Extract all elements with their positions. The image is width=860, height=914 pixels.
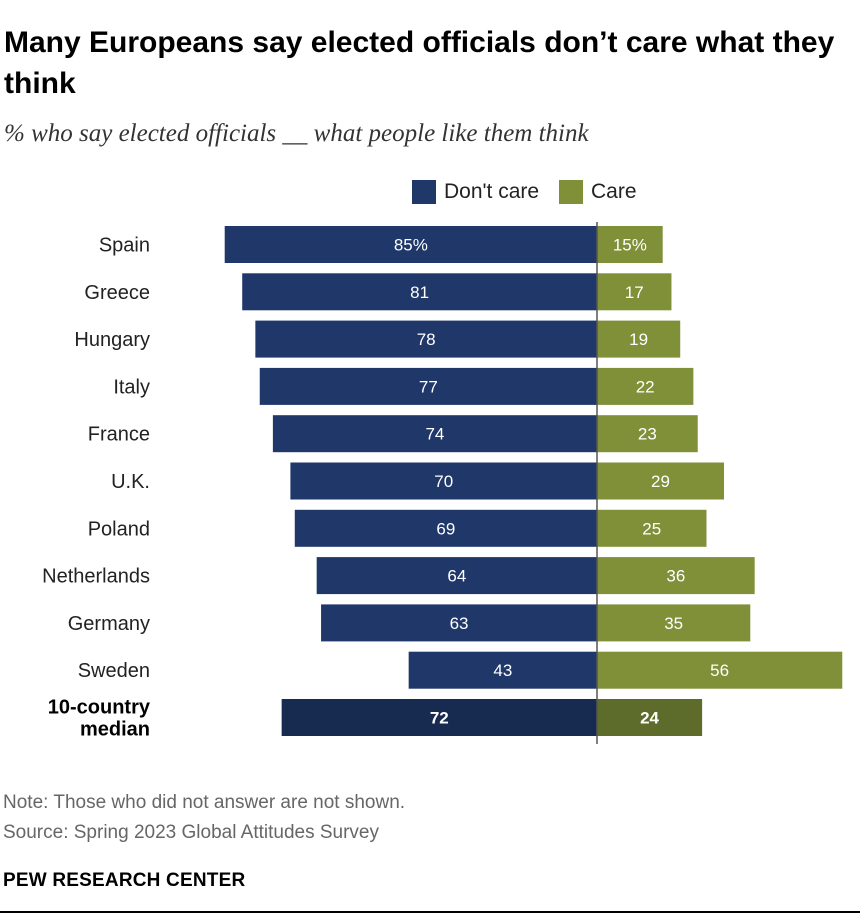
data-label-care: 24 bbox=[640, 709, 659, 728]
legend-care: Care bbox=[559, 178, 637, 206]
data-label-care: 19 bbox=[629, 330, 648, 349]
data-label-care: 23 bbox=[638, 425, 657, 444]
bar-care bbox=[597, 320, 681, 358]
category-label: Hungary bbox=[74, 329, 150, 351]
data-label-dont-care: 69 bbox=[436, 519, 455, 538]
bar-care bbox=[597, 509, 707, 547]
bar-dont-care bbox=[408, 651, 597, 689]
data-label-care: 56 bbox=[710, 661, 729, 680]
bar-care bbox=[597, 604, 751, 642]
chart-title: Many Europeans say elected officials don… bbox=[4, 26, 835, 100]
chart-subtitle: % who say elected officials __ what peop… bbox=[4, 120, 589, 147]
data-label-dont-care: 77 bbox=[419, 377, 438, 396]
data-label-care: 22 bbox=[636, 377, 655, 396]
legend-swatch-care bbox=[559, 180, 583, 204]
category-label: U.K. bbox=[111, 471, 150, 493]
diverging-bar-chart: 85% 15% Spain 81 17 Greece 78 19 Hungary 77 22 Ital… bbox=[42, 222, 843, 744]
category-label: Spain bbox=[99, 235, 150, 257]
note-text: Note: Those who did not answer are not s… bbox=[3, 792, 406, 813]
bar-care bbox=[597, 462, 725, 500]
data-label-dont-care: 64 bbox=[447, 567, 466, 586]
data-label-care: 17 bbox=[625, 283, 644, 302]
category-label: France bbox=[88, 424, 150, 446]
category-label: Sweden bbox=[78, 660, 150, 682]
source-text: Source: Spring 2023 Global Attitudes Sur… bbox=[3, 822, 380, 843]
category-label: Greece bbox=[84, 282, 150, 304]
legend-swatch-dont-care bbox=[412, 180, 436, 204]
bar-dont-care bbox=[255, 320, 598, 358]
bar-care bbox=[597, 415, 698, 453]
data-label-dont-care: 72 bbox=[430, 709, 449, 728]
category-label: Italy bbox=[113, 376, 150, 398]
bar-care bbox=[597, 367, 694, 405]
legend-label-dont-care: Don't care bbox=[444, 180, 540, 203]
bar-dont-care bbox=[321, 604, 597, 642]
category-label: Netherlands bbox=[42, 566, 150, 588]
category-label: 10-country bbox=[48, 697, 151, 719]
data-label-care: 25 bbox=[642, 519, 661, 538]
category-label: median bbox=[80, 719, 150, 741]
data-label-dont-care: 63 bbox=[450, 614, 469, 633]
data-label-dont-care: 43 bbox=[493, 661, 512, 680]
bar-care bbox=[597, 651, 843, 689]
bar-dont-care bbox=[259, 367, 597, 405]
bar-dont-care bbox=[272, 415, 597, 453]
legend-dont-care: Don't care bbox=[412, 178, 539, 206]
bar-dont-care bbox=[290, 462, 597, 500]
brand-footer: PEW RESEARCH CENTER bbox=[3, 870, 246, 891]
data-label-dont-care: 74 bbox=[425, 425, 444, 444]
bar-dont-care bbox=[294, 509, 597, 547]
bar-care bbox=[597, 226, 663, 263]
data-label-dont-care: 78 bbox=[417, 330, 436, 349]
data-label-care: 36 bbox=[666, 567, 685, 586]
bar-dont-care bbox=[316, 557, 597, 595]
data-label-dont-care: 81 bbox=[410, 283, 429, 302]
legend-label-care: Care bbox=[591, 180, 637, 203]
bar-care bbox=[597, 699, 703, 736]
data-label-care: 29 bbox=[651, 472, 670, 491]
bar-dont-care bbox=[224, 226, 597, 263]
footer-rule bbox=[0, 911, 860, 913]
data-label-dont-care: 85% bbox=[394, 236, 428, 255]
data-label-care: 35 bbox=[664, 614, 683, 633]
data-label-dont-care: 70 bbox=[434, 472, 453, 491]
bar-dont-care bbox=[242, 273, 597, 311]
category-label: Poland bbox=[88, 518, 150, 540]
category-label: Germany bbox=[68, 613, 150, 635]
bar-care bbox=[597, 273, 672, 311]
data-label-care: 15% bbox=[613, 236, 647, 255]
bar-dont-care bbox=[281, 699, 597, 736]
bar-care bbox=[597, 557, 755, 595]
